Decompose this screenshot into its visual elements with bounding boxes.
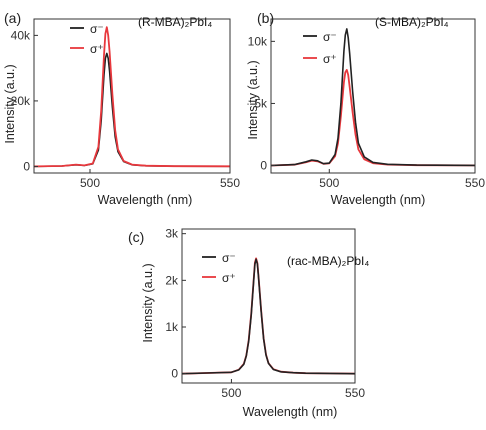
panel-label-c: (c) bbox=[128, 229, 144, 245]
x-axis-label-a: Wavelength (nm) bbox=[98, 193, 193, 207]
y-tick-label-c-2000: 2k bbox=[165, 273, 179, 287]
panel-b: (b) Intensity (a.u.) Wavelength (nm) (S-… bbox=[243, 0, 486, 215]
sample-annotation-a: (R-MBA)₂PbI₄ bbox=[138, 15, 212, 29]
x-tick-label-b-500: 500 bbox=[319, 176, 339, 190]
x-tick-label-a-500: 500 bbox=[80, 176, 100, 190]
y-tick-label-c-3000: 3k bbox=[165, 227, 179, 241]
series-line-sigma-plus-c bbox=[181, 257, 356, 375]
legend-label-sigma-minus-c: σ⁻ bbox=[222, 251, 236, 265]
plot-area-a: 500 550 0 20k 40k bbox=[11, 18, 240, 190]
legend-label-sigma-plus-c: σ⁺ bbox=[222, 271, 236, 285]
chart-c: (c) Intensity (a.u.) Wavelength (nm) (ra… bbox=[128, 227, 369, 419]
x-tick-label-b-550: 550 bbox=[465, 176, 485, 190]
y-tick-label-c-0: 0 bbox=[171, 367, 178, 381]
plot-area-b: 500 550 0 5k 10k bbox=[248, 18, 485, 190]
panel-label-a: (a) bbox=[4, 10, 21, 26]
legend-label-sigma-minus-a: σ⁻ bbox=[90, 22, 104, 36]
y-axis-label-a: Intensity (a.u.) bbox=[3, 64, 17, 143]
legend-label-sigma-minus-b: σ⁻ bbox=[323, 30, 337, 44]
x-axis-label-c: Wavelength (nm) bbox=[243, 405, 338, 419]
y-tick-label-b-10000: 10k bbox=[248, 34, 268, 48]
legend-c: σ⁻ σ⁺ bbox=[202, 251, 236, 285]
x-tick-label-a-550: 550 bbox=[220, 176, 240, 190]
panel-a: (a) Intensity (a.u.) Wavelength (nm) (R-… bbox=[0, 0, 243, 215]
series-line-sigma-minus-c bbox=[181, 258, 356, 375]
sample-annotation-b: (S-MBA)₂PbI₄ bbox=[375, 15, 449, 29]
y-tick-label-a-0: 0 bbox=[23, 159, 30, 173]
y-tick-label-b-0: 0 bbox=[260, 159, 267, 173]
plot-frame-c bbox=[181, 228, 356, 384]
y-axis-label-c: Intensity (a.u.) bbox=[141, 263, 155, 342]
series-line-sigma-minus-b bbox=[270, 28, 476, 167]
panel-label-b: (b) bbox=[257, 10, 274, 26]
legend-label-sigma-plus-a: σ⁺ bbox=[90, 42, 104, 56]
plot-frame-a bbox=[33, 18, 231, 174]
y-tick-label-c-1000: 1k bbox=[165, 320, 179, 334]
series-line-sigma-plus-b bbox=[270, 69, 476, 167]
x-tick-label-c-550: 550 bbox=[345, 386, 365, 400]
plot-frame-b bbox=[270, 18, 476, 174]
y-axis-label-b: Intensity (a.u.) bbox=[246, 60, 260, 139]
chart-a: (a) Intensity (a.u.) Wavelength (nm) (R-… bbox=[3, 10, 240, 207]
sample-annotation-c: (rac-MBA)₂PbI₄ bbox=[287, 254, 369, 268]
chart-b: (b) Intensity (a.u.) Wavelength (nm) (S-… bbox=[246, 10, 485, 207]
x-axis-label-b: Wavelength (nm) bbox=[331, 193, 426, 207]
y-tick-label-a-20000: 20k bbox=[11, 94, 31, 108]
plot-area-c: 500 550 0 1k 2k 3k bbox=[165, 227, 365, 400]
panel-c: (c) Intensity (a.u.) Wavelength (nm) (ra… bbox=[120, 215, 380, 425]
series-line-sigma-minus-a bbox=[33, 52, 231, 168]
series-line-sigma-plus-a bbox=[33, 26, 231, 168]
legend-a: σ⁻ σ⁺ bbox=[70, 22, 104, 56]
legend-label-sigma-plus-b: σ⁺ bbox=[323, 52, 337, 66]
y-tick-label-b-5000: 5k bbox=[254, 96, 268, 110]
x-tick-label-c-500: 500 bbox=[221, 386, 241, 400]
legend-b: σ⁻ σ⁺ bbox=[303, 30, 337, 66]
y-tick-label-a-40000: 40k bbox=[11, 28, 31, 42]
